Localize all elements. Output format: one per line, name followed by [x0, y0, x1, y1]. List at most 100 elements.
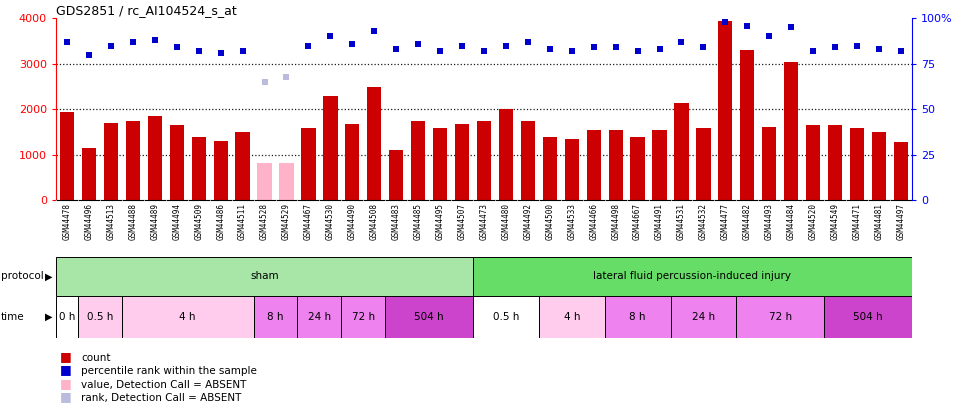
Bar — [565, 139, 579, 200]
Text: GSM44471: GSM44471 — [853, 203, 862, 240]
Bar — [630, 137, 645, 200]
Text: GSM44497: GSM44497 — [896, 203, 905, 240]
Text: 24 h: 24 h — [308, 312, 331, 322]
Bar — [367, 87, 381, 200]
Text: 72 h: 72 h — [769, 312, 792, 322]
Text: ▶: ▶ — [45, 271, 53, 281]
Text: GSM44528: GSM44528 — [260, 203, 269, 240]
Text: GSM44530: GSM44530 — [326, 203, 335, 240]
Bar — [385, 296, 473, 338]
Text: GSM44467: GSM44467 — [304, 203, 313, 240]
Bar — [122, 296, 253, 338]
Bar — [608, 130, 623, 200]
Text: GSM44492: GSM44492 — [523, 203, 533, 240]
Text: GDS2851 / rc_AI104524_s_at: GDS2851 / rc_AI104524_s_at — [56, 4, 237, 17]
Text: GSM44532: GSM44532 — [699, 203, 708, 240]
Bar — [718, 21, 732, 200]
Bar — [850, 128, 864, 200]
Text: GSM44508: GSM44508 — [369, 203, 379, 240]
Text: GSM44494: GSM44494 — [172, 203, 181, 240]
Bar — [828, 125, 842, 200]
Text: GSM44667: GSM44667 — [633, 203, 642, 240]
Text: GSM44531: GSM44531 — [677, 203, 686, 240]
Bar — [302, 128, 315, 200]
Bar — [539, 296, 604, 338]
Text: 0.5 h: 0.5 h — [493, 312, 519, 322]
Bar — [279, 163, 294, 200]
Text: 0.5 h: 0.5 h — [87, 312, 113, 322]
Text: GSM44486: GSM44486 — [217, 203, 225, 240]
Bar — [323, 96, 337, 200]
Bar — [736, 296, 824, 338]
Text: ■: ■ — [60, 363, 72, 376]
Bar — [56, 296, 78, 338]
Text: GSM44484: GSM44484 — [787, 203, 796, 240]
Bar — [389, 150, 403, 200]
Text: 504 h: 504 h — [414, 312, 444, 322]
Text: GSM44509: GSM44509 — [194, 203, 203, 240]
Text: GSM44485: GSM44485 — [414, 203, 423, 240]
Bar — [148, 116, 161, 200]
Bar — [521, 121, 535, 200]
Text: GSM44491: GSM44491 — [655, 203, 664, 240]
Text: 4 h: 4 h — [180, 312, 196, 322]
Bar — [60, 112, 74, 200]
Text: sham: sham — [250, 271, 278, 281]
Text: count: count — [81, 353, 111, 363]
Text: protocol: protocol — [1, 271, 44, 281]
Bar — [191, 137, 206, 200]
Bar — [341, 296, 385, 338]
Bar — [674, 102, 689, 200]
Bar — [169, 125, 184, 200]
Text: GSM44477: GSM44477 — [720, 203, 730, 240]
Bar — [298, 296, 341, 338]
Bar — [806, 125, 820, 200]
Bar — [653, 130, 666, 200]
Bar — [473, 257, 912, 296]
Text: GSM44520: GSM44520 — [808, 203, 818, 240]
Bar — [103, 123, 118, 200]
Text: GSM44533: GSM44533 — [568, 203, 576, 240]
Text: 8 h: 8 h — [630, 312, 646, 322]
Text: ■: ■ — [60, 377, 72, 390]
Bar — [740, 50, 754, 200]
Bar — [894, 142, 908, 200]
Text: GSM44511: GSM44511 — [238, 203, 248, 240]
Text: GSM44493: GSM44493 — [765, 203, 774, 240]
Bar — [257, 163, 272, 200]
Text: 504 h: 504 h — [853, 312, 883, 322]
Bar — [253, 296, 298, 338]
Text: GSM44500: GSM44500 — [545, 203, 554, 240]
Text: value, Detection Call = ABSENT: value, Detection Call = ABSENT — [81, 379, 247, 390]
Text: GSM44473: GSM44473 — [480, 203, 488, 240]
Text: GSM44488: GSM44488 — [129, 203, 137, 240]
Bar — [411, 121, 425, 200]
Bar — [82, 148, 96, 200]
Text: 8 h: 8 h — [267, 312, 283, 322]
Text: GSM44481: GSM44481 — [874, 203, 884, 240]
Text: 72 h: 72 h — [352, 312, 375, 322]
Bar — [473, 296, 539, 338]
Text: 0 h: 0 h — [59, 312, 75, 322]
Text: percentile rank within the sample: percentile rank within the sample — [81, 366, 257, 376]
Text: GSM44482: GSM44482 — [743, 203, 751, 240]
Text: lateral fluid percussion-induced injury: lateral fluid percussion-induced injury — [594, 271, 791, 281]
Bar — [454, 124, 469, 200]
Text: GSM44466: GSM44466 — [589, 203, 599, 240]
Text: GSM44549: GSM44549 — [831, 203, 839, 240]
Text: 4 h: 4 h — [564, 312, 580, 322]
Text: ■: ■ — [60, 350, 72, 363]
Bar — [696, 128, 711, 200]
Text: GSM44529: GSM44529 — [282, 203, 291, 240]
Text: GSM44483: GSM44483 — [392, 203, 400, 240]
Bar — [604, 296, 670, 338]
Bar — [784, 62, 799, 200]
Text: GSM44480: GSM44480 — [502, 203, 511, 240]
Bar — [477, 121, 491, 200]
Bar — [78, 296, 122, 338]
Bar — [824, 296, 912, 338]
Text: GSM44496: GSM44496 — [84, 203, 94, 240]
Text: ▶: ▶ — [45, 312, 53, 322]
Text: rank, Detection Call = ABSENT: rank, Detection Call = ABSENT — [81, 393, 242, 403]
Text: ■: ■ — [60, 390, 72, 403]
